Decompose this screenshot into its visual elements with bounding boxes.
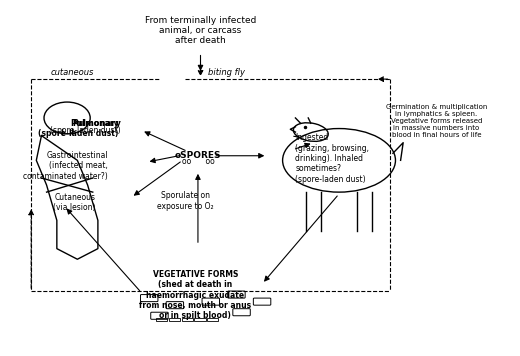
Text: Cutaneous
(via lesion): Cutaneous (via lesion) [53,193,95,213]
Bar [156,318,167,321]
Text: Germination & multiplication
in lymphatics & spleen.
Vegetative forms released
i: Germination & multiplication in lymphati… [386,104,487,138]
Text: VEGETATIVE FORMS
(shed at death in
haemorrhagic exudate
from nose, mouth or anus: VEGETATIVE FORMS (shed at death in haemo… [139,270,252,320]
Text: (spore-laden dust): (spore-laden dust) [50,126,121,135]
Bar [181,318,193,321]
Bar [207,318,218,321]
Text: Pulmonary: Pulmonary [70,119,121,128]
Text: Sporulate on
exposure to O₂: Sporulate on exposure to O₂ [157,191,213,211]
Bar [194,318,205,321]
Text: Gastrointestinal
(infected meat,
contaminated water?): Gastrointestinal (infected meat, contami… [23,151,108,180]
Text: biting fly: biting fly [207,68,244,77]
Text: Ingested
(grazing, browsing,
drinking). Inhaled
sometimes?
(spore-laden dust): Ingested (grazing, browsing, drinking). … [295,133,369,184]
Text: Pulmonary
(spore-laden dust): Pulmonary (spore-laden dust) [38,119,119,138]
Text: oSPORES: oSPORES [175,151,221,159]
Text: From terminally infected
animal, or carcass
after death: From terminally infected animal, or carc… [145,16,256,45]
Bar [168,318,180,321]
Text: oo      oo: oo oo [181,157,214,166]
Text: cutaneous: cutaneous [50,68,94,77]
